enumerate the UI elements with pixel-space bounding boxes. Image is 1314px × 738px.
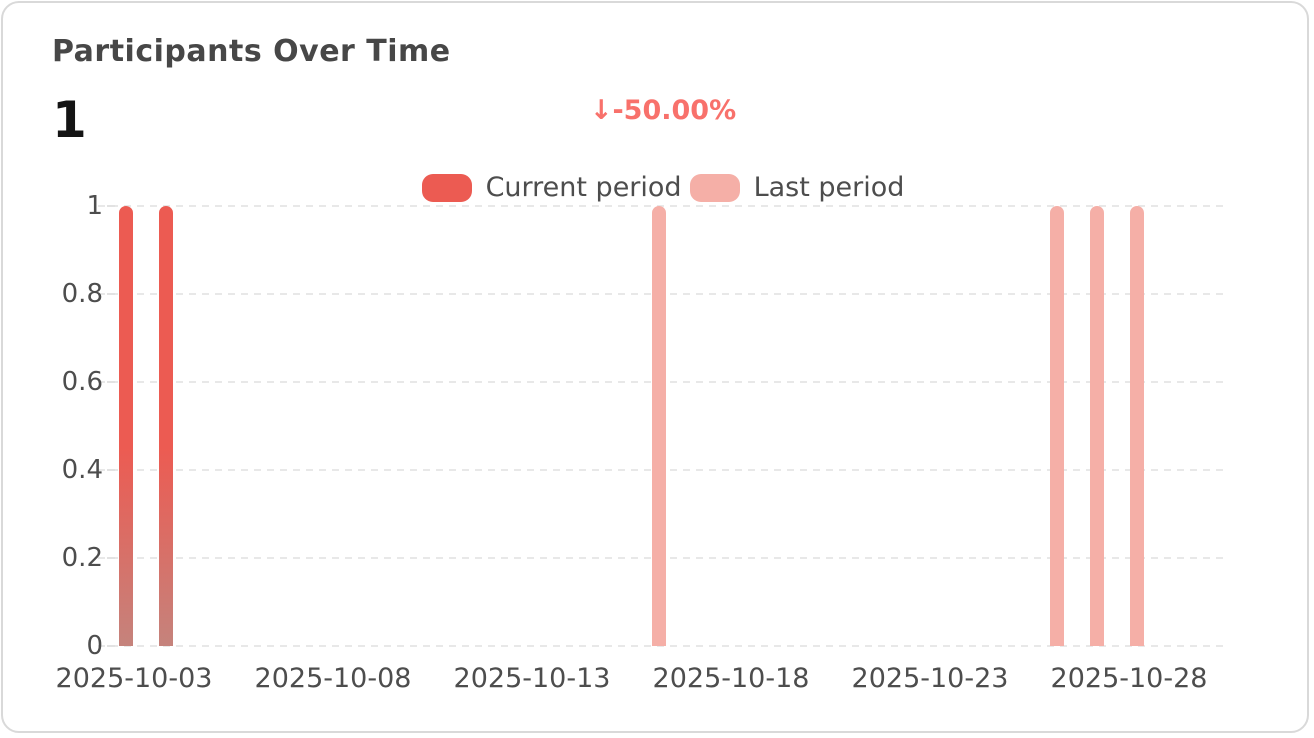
legend-label: Current period [485,172,682,203]
bar-last-period[interactable] [652,206,667,646]
participants-total: 1 [52,91,87,149]
legend-label: Last period [753,172,905,203]
x-tick-label: 2025-10-28 [1050,663,1208,694]
y-tick-mark [107,645,115,647]
x-tick-label: 2025-10-13 [453,663,611,694]
y-tick-mark [107,469,115,471]
y-tick-label: 0.6 [61,367,103,397]
y-tick-label: 0.8 [61,279,103,309]
plot-area: 0 0.2 0.4 0.6 0.8 1 2025-10-03 2025-10-08 2025-1… [3,3,1313,735]
x-tick-label: 2025-10-18 [652,663,810,694]
gridline [98,205,1228,207]
x-tick-label: 2025-10-23 [851,663,1009,694]
bar-current-period[interactable] [119,206,133,646]
bar-current-period[interactable] [158,206,173,646]
legend-item-last-period[interactable]: Last period [689,172,905,203]
delta-badge: ↓-50.00% [589,95,737,126]
x-tick-label: 2025-10-03 [55,663,213,694]
bar-last-period[interactable] [1130,206,1144,646]
bar-last-period[interactable] [1090,206,1105,646]
y-tick-label: 0.2 [61,543,103,573]
delta-row: ↓-50.00% [98,95,1228,126]
y-tick-label: 0 [86,631,103,661]
current-period-swatch-icon [421,173,472,202]
y-tick-mark [107,381,115,383]
y-tick-mark [107,293,115,295]
gridline [98,645,1228,647]
y-tick-label: 1 [86,191,103,221]
last-period-swatch-icon [689,173,740,202]
y-tick-mark [107,205,115,207]
legend-item-current-period[interactable]: Current period [421,172,682,203]
bar-last-period[interactable] [1050,206,1065,646]
chart-title: Participants Over Time [52,34,451,69]
y-tick-label: 0.4 [61,455,103,485]
chart-legend: Current period Last period [98,172,1228,203]
y-tick-mark [107,557,115,559]
x-tick-label: 2025-10-08 [254,663,412,694]
